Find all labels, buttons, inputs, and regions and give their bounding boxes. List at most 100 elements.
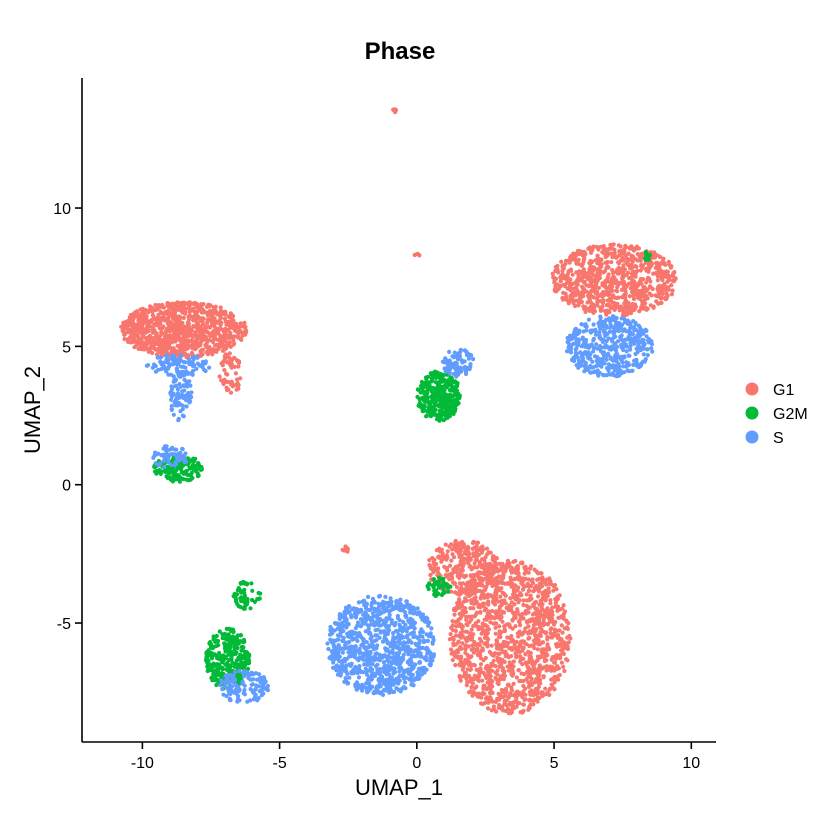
data-point [491,595,496,600]
data-point [224,371,229,376]
data-point [234,387,239,392]
data-point [560,276,565,281]
data-point [435,395,440,400]
data-point [580,271,585,276]
data-point [561,282,566,287]
data-point [493,621,498,626]
data-point [156,312,161,317]
data-point [646,269,651,274]
data-point [514,655,519,660]
data-point [240,597,245,602]
data-point [623,337,628,342]
data-point [516,667,521,673]
data-point [658,296,664,301]
data-point [584,273,589,278]
data-point [170,316,175,321]
data-point [553,604,559,609]
data-point [443,383,448,388]
data-point [555,594,560,600]
data-point [569,286,574,291]
data-point [653,293,658,298]
data-point [453,633,458,638]
data-point [650,349,655,354]
data-point [504,622,509,627]
data-point [222,635,227,640]
data-point [451,650,456,655]
data-point [416,387,421,392]
data-point [550,620,556,625]
data-point [650,286,655,292]
data-point [546,667,551,672]
data-point [630,332,636,337]
data-point [159,326,164,332]
data-point [465,584,470,590]
data-point [499,565,504,570]
data-point [467,637,472,642]
data-point [548,616,553,622]
data-point [474,648,479,653]
data-point [484,675,489,681]
data-point [568,337,573,342]
data-point [527,588,532,593]
data-point [584,328,589,333]
data-point [596,285,602,291]
data-point [146,328,151,333]
data-point [628,337,633,342]
data-point [206,658,211,663]
data-point [453,663,458,668]
data-point [474,549,479,554]
data-point [613,303,618,308]
data-point [540,690,545,695]
data-point [582,344,588,349]
data-point [208,334,213,339]
data-point [587,308,592,313]
data-point [589,248,594,253]
data-point [219,361,224,366]
data-point [513,558,518,564]
data-point [223,655,228,660]
data-point [482,691,487,696]
data-point [502,673,508,679]
data-point [236,383,241,388]
data-point [661,256,666,261]
data-point [467,564,472,569]
data-point [214,633,219,639]
data-point [597,330,602,335]
data-point [242,600,247,605]
data-point [227,626,232,632]
data-point [151,330,157,335]
data-point [200,319,205,324]
data-point [636,343,641,349]
data-point [518,642,523,647]
data-point [541,619,546,624]
data-point [187,465,192,470]
data-point [193,332,198,337]
data-point [553,600,559,605]
data-point [474,667,479,673]
data-point [198,467,203,472]
data-point [610,371,615,376]
data-point [507,660,512,665]
data-point [626,281,631,286]
data-point [214,682,219,688]
data-point [433,369,438,374]
data-point [199,310,204,315]
data-point [552,631,557,636]
data-point [638,347,644,353]
data-point [574,261,579,266]
data-point [613,342,618,347]
data-point [597,333,602,338]
data-point [557,636,562,641]
data-point [627,294,632,299]
data-point [509,577,514,583]
data-point [173,468,179,473]
data-point [471,575,476,580]
data-point [623,343,628,348]
data-point [238,376,243,381]
data-point [568,298,573,303]
data-point [476,653,481,658]
data-point [215,662,220,667]
data-point [188,343,193,348]
data-point [510,673,515,678]
data-point [187,324,192,330]
